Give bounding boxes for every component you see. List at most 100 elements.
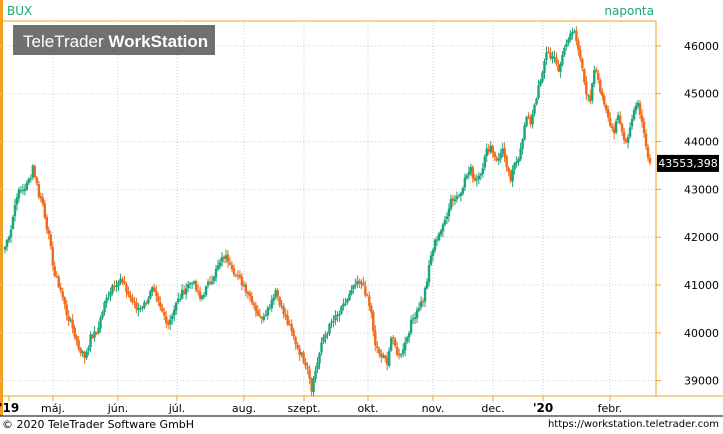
candle[interactable] [268, 303, 271, 311]
candle[interactable] [302, 350, 305, 365]
candle[interactable] [25, 180, 29, 192]
candle[interactable] [581, 57, 584, 72]
candle[interactable] [175, 301, 178, 315]
candle[interactable] [324, 331, 327, 344]
candle[interactable] [561, 51, 564, 67]
candle[interactable] [579, 45, 582, 62]
candle[interactable] [246, 290, 250, 299]
candle[interactable] [192, 280, 196, 286]
candle[interactable] [216, 259, 220, 272]
candle[interactable] [326, 331, 329, 340]
candle[interactable] [449, 194, 453, 212]
candle[interactable] [308, 365, 311, 384]
candle[interactable] [61, 287, 64, 301]
candle[interactable] [380, 349, 383, 363]
candle[interactable] [372, 309, 375, 337]
candle[interactable] [608, 112, 612, 128]
candle[interactable] [176, 292, 180, 305]
candle[interactable] [206, 279, 210, 289]
candle[interactable] [415, 306, 419, 324]
candle[interactable] [382, 352, 385, 359]
candle[interactable] [646, 143, 650, 162]
candle[interactable] [242, 281, 246, 288]
candle[interactable] [591, 82, 594, 104]
candle[interactable] [567, 37, 570, 47]
candle[interactable] [194, 279, 198, 293]
candle[interactable] [236, 270, 240, 281]
candle[interactable] [551, 51, 554, 64]
candle[interactable] [525, 115, 528, 128]
candle[interactable] [262, 312, 265, 323]
candle[interactable] [362, 276, 365, 287]
candle[interactable] [212, 275, 216, 285]
candle[interactable] [296, 341, 299, 351]
candle[interactable] [97, 321, 100, 335]
candle[interactable] [31, 164, 35, 181]
interval-label[interactable]: naponta [604, 4, 654, 18]
candle[interactable] [491, 144, 494, 158]
candle[interactable] [523, 122, 526, 141]
candle[interactable] [210, 275, 214, 286]
candle[interactable] [127, 286, 130, 298]
candle[interactable] [115, 280, 118, 293]
candle[interactable] [515, 156, 518, 168]
candle[interactable] [21, 184, 25, 195]
candle[interactable] [15, 193, 19, 211]
candle[interactable] [161, 304, 164, 313]
candle[interactable] [35, 175, 39, 186]
candle[interactable] [292, 327, 295, 341]
candle[interactable] [143, 300, 146, 310]
candle[interactable] [51, 241, 54, 271]
candle[interactable] [545, 46, 548, 66]
candle[interactable] [178, 293, 182, 303]
candle[interactable] [622, 128, 626, 145]
candle[interactable] [111, 283, 114, 296]
candle[interactable] [149, 289, 152, 300]
candle[interactable] [439, 228, 443, 237]
candle[interactable] [429, 251, 433, 267]
candle[interactable] [386, 351, 389, 371]
candle[interactable] [374, 325, 377, 352]
candle[interactable] [208, 276, 212, 286]
candle[interactable] [165, 311, 168, 329]
candle[interactable] [529, 114, 532, 128]
candle[interactable] [240, 273, 244, 291]
candle[interactable] [610, 122, 614, 132]
candle[interactable] [443, 216, 447, 227]
candle[interactable] [214, 265, 218, 282]
candle[interactable] [93, 325, 96, 342]
candle[interactable] [340, 305, 343, 315]
candle[interactable] [624, 137, 628, 144]
candle[interactable] [401, 343, 405, 358]
candle[interactable] [23, 184, 27, 196]
candle[interactable] [304, 357, 307, 370]
candle[interactable] [364, 280, 367, 298]
candle[interactable] [638, 100, 642, 119]
candle[interactable] [399, 352, 403, 359]
candle[interactable] [79, 346, 82, 357]
candle[interactable] [463, 173, 467, 192]
candle[interactable] [541, 70, 544, 84]
candle[interactable] [366, 293, 369, 297]
candle[interactable] [147, 295, 150, 305]
candle[interactable] [499, 148, 502, 164]
candle[interactable] [636, 99, 640, 109]
candle[interactable] [634, 101, 638, 115]
candle[interactable] [153, 283, 156, 293]
candle[interactable] [113, 280, 116, 291]
candle[interactable] [370, 302, 373, 319]
candle[interactable] [533, 103, 536, 117]
candle[interactable] [455, 191, 459, 203]
candle[interactable] [328, 322, 331, 336]
candle[interactable] [409, 315, 413, 336]
candle[interactable] [539, 78, 542, 87]
candle[interactable] [521, 137, 524, 155]
candle[interactable] [5, 238, 9, 252]
candle[interactable] [27, 177, 31, 186]
candle[interactable] [9, 225, 13, 244]
candle[interactable] [220, 252, 224, 267]
candle[interactable] [163, 307, 166, 321]
candle[interactable] [103, 300, 106, 316]
candle[interactable] [43, 199, 47, 220]
